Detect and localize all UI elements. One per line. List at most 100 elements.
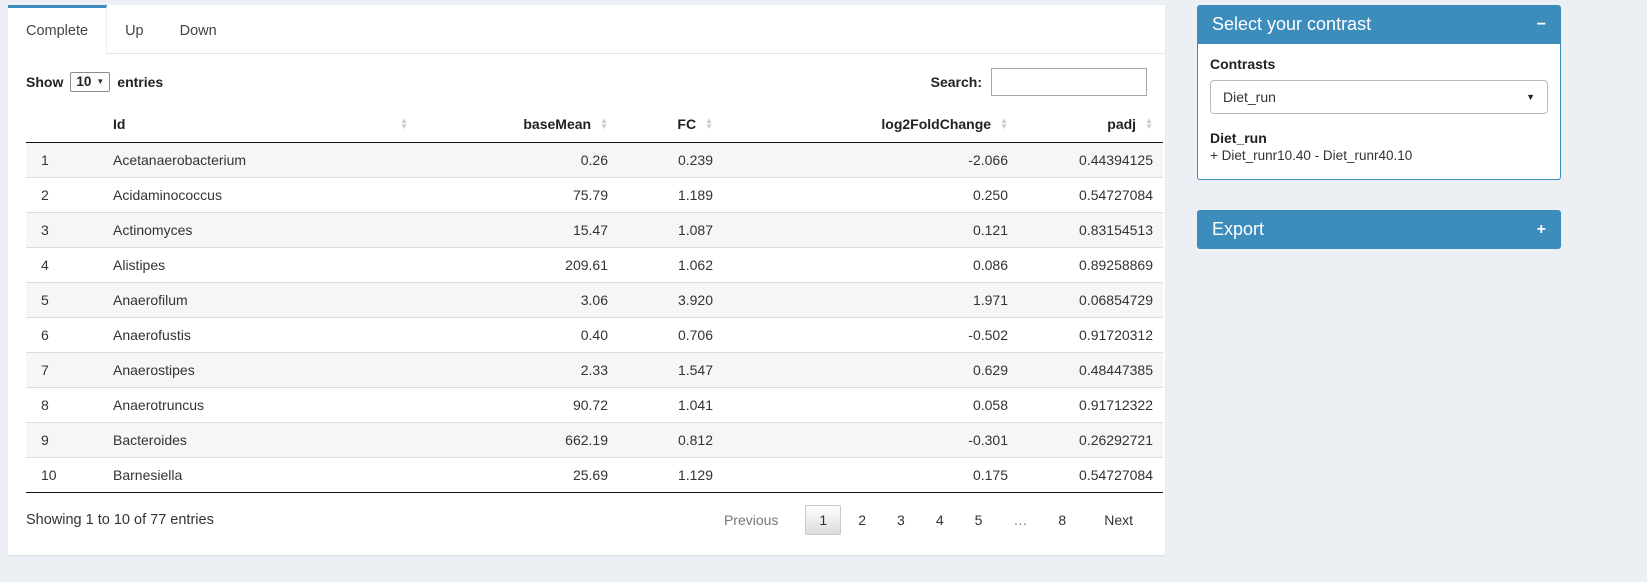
table-cell: 6 (26, 317, 103, 353)
table-row[interactable]: 10 Barnesiella 25.69 1.129 0.175 0.54727084 (26, 457, 1163, 493)
column-header-basemean[interactable]: baseMean ▲ ▼ (418, 106, 618, 143)
table-row[interactable]: 7 Anaerostipes 2.33 1.547 0.629 0.48447385 (26, 352, 1163, 388)
table-cell: Acetanaerobacterium (113, 152, 247, 168)
table-cell: 0.706 (618, 317, 723, 353)
column-header-log2foldchange[interactable]: log2FoldChange ▲ ▼ (723, 106, 1018, 143)
export-panel: Export + (1197, 210, 1561, 249)
table-controls: Show 10 ▼ entries Search: (26, 68, 1147, 96)
tab-content-complete: Show 10 ▼ entries Search: Id ▲ ▼ bas (8, 54, 1165, 555)
table-cell: 0.06854729 (1018, 282, 1163, 318)
table-cell: 2 (26, 177, 103, 213)
table-cell: Anaerofustis (103, 317, 418, 353)
table-row[interactable]: 5 Anaerofilum 3.06 3.920 1.971 0.06854729 (26, 282, 1163, 318)
pagination-next-button[interactable]: Next (1104, 512, 1133, 528)
pagination-page-5[interactable]: 5 (974, 512, 983, 528)
table-cell: 1.971 (723, 282, 1018, 318)
table-cell: 0.48447385 (1018, 352, 1163, 388)
table-row[interactable]: 9 Bacteroides 662.19 0.812 -0.301 0.26292721 (26, 422, 1163, 458)
chevron-down-icon: ▼ (1526, 92, 1535, 102)
contrast-panel-body: Contrasts Diet_run ▼ Diet_run + Diet_run… (1197, 44, 1561, 180)
page-length-select[interactable]: 10 ▼ (70, 72, 111, 92)
table-cell: -2.066 (968, 152, 1008, 168)
column-header-fc[interactable]: FC ▲ ▼ (618, 106, 723, 143)
table-cell: 0.175 (723, 457, 1018, 493)
results-table: Id ▲ ▼ baseMean ▲ ▼ FC ▲ ▼ log2FoldChange ▲ ▼ padj ▲ ▼… (26, 106, 1163, 493)
page-length-control: Show 10 ▼ entries (26, 72, 163, 92)
table-cell: 1.547 (618, 352, 723, 388)
table-row[interactable]: 2 Acidaminococcus 75.79 1.189 0.250 0.5472708… (26, 177, 1163, 213)
table-cell: 3.920 (618, 282, 723, 318)
column-header-id[interactable]: Id ▲ ▼ (103, 106, 418, 143)
page: Complete Up Down Show 10 ▼ entries Searc… (8, 5, 1561, 555)
sort-icon: ▲ ▼ (600, 116, 608, 131)
table-cell: 0.83154513 (1018, 212, 1163, 248)
search-input[interactable] (991, 68, 1147, 96)
collapse-plus-icon[interactable]: + (1536, 220, 1546, 238)
table-cell: 0.91712322 (1018, 387, 1163, 423)
pagination-page-3[interactable]: 3 (897, 512, 905, 528)
column-label: Id (113, 116, 126, 132)
table-row[interactable]: 3 Actinomyces 15.47 1.087 0.121 0.83154513 (26, 212, 1163, 248)
pagination-page-8[interactable]: 8 (1058, 512, 1067, 528)
table-cell: 1.041 (618, 387, 723, 423)
table-cell: 0.26 (580, 152, 608, 168)
tab-complete[interactable]: Complete (8, 5, 108, 54)
table-cell: 1.129 (618, 457, 723, 493)
tab-down[interactable]: Down (179, 23, 217, 39)
table-row[interactable]: 6 Anaerofustis 0.40 0.706 -0.502 0.91720312 (26, 317, 1163, 353)
table-cell: 1.189 (618, 177, 723, 213)
table-cell: 662.19 (418, 422, 618, 458)
sort-icon: ▲ ▼ (400, 116, 408, 131)
column-label: padj (1107, 116, 1137, 132)
contrast-panel-header[interactable]: Select your contrast − (1197, 5, 1561, 44)
contrast-formula: + Diet_runr10.40 - Diet_runr40.10 (1210, 148, 1413, 163)
table-cell: 7 (26, 352, 103, 388)
table-cell: 0.26292721 (1018, 422, 1163, 458)
table-cell: 3.06 (418, 282, 618, 318)
table-row[interactable]: 4 Alistipes 209.61 1.062 0.086 0.89258869 (26, 247, 1163, 283)
table-cell: Alistipes (103, 247, 418, 283)
table-cell: 0.91720312 (1018, 317, 1163, 353)
contrasts-select[interactable]: Diet_run ▼ (1210, 80, 1548, 114)
column-label: baseMean (523, 116, 592, 132)
pagination: Previous 1 2 3 4 5 … 8 Next (707, 505, 1147, 535)
table-footer: Showing 1 to 10 of 77 entries Previous 1 2… (26, 505, 1147, 535)
export-panel-title: Export (1212, 219, 1265, 239)
table-cell: Anaerostipes (103, 352, 418, 388)
table-cell: 3 (26, 212, 103, 248)
table-row[interactable]: 8 Anaerotruncus 90.72 1.041 0.058 0.91712322 (26, 387, 1163, 423)
pagination-page-1[interactable]: 1 (805, 505, 842, 535)
table-cell: 5 (26, 282, 103, 318)
table-info: Showing 1 to 10 of 77 entries (26, 512, 214, 528)
table-cell: 75.79 (418, 177, 618, 213)
search-label: Search: (930, 74, 982, 90)
table-cell: 1.087 (618, 212, 723, 248)
pagination-previous-button[interactable]: Previous (723, 512, 779, 528)
sort-icon: ▲ ▼ (1145, 116, 1153, 131)
export-panel-header[interactable]: Export + (1197, 210, 1561, 249)
table-row[interactable]: 1 Acetanaerobacterium 0.26 0.239 -2.066 0.443… (26, 142, 1163, 178)
table-cell: -0.502 (723, 317, 1018, 353)
table-cell: 1 (41, 152, 49, 168)
page-length-value: 10 (76, 74, 92, 89)
table-cell: Anaerotruncus (103, 387, 418, 423)
column-label: FC (677, 116, 697, 132)
table-cell: 4 (26, 247, 103, 283)
table-cell: 0.54727084 (1018, 177, 1163, 213)
pagination-page-2[interactable]: 2 (858, 512, 867, 528)
search-control: Search: (931, 68, 1147, 96)
table-cell: 15.47 (418, 212, 618, 248)
table-cell: 8 (26, 387, 103, 423)
table-cell: 1.062 (618, 247, 723, 283)
tab-up[interactable]: Up (125, 23, 144, 39)
table-cell: 0.250 (723, 177, 1018, 213)
table-cell: 0.121 (723, 212, 1018, 248)
table-header: Id ▲ ▼ baseMean ▲ ▼ FC ▲ ▼ log2FoldChange ▲ ▼ padj ▲ ▼ (26, 106, 1163, 143)
page-length-prefix: Show (26, 74, 64, 90)
collapse-minus-icon[interactable]: − (1536, 15, 1546, 33)
column-header-padj[interactable]: padj ▲ ▼ (1018, 106, 1163, 143)
pagination-page-4[interactable]: 4 (935, 512, 944, 528)
contrast-panel: Select your contrast − Contrasts Diet_ru… (1197, 5, 1561, 180)
table-cell: 2.33 (418, 352, 618, 388)
table-cell: Acidaminococcus (103, 177, 418, 213)
